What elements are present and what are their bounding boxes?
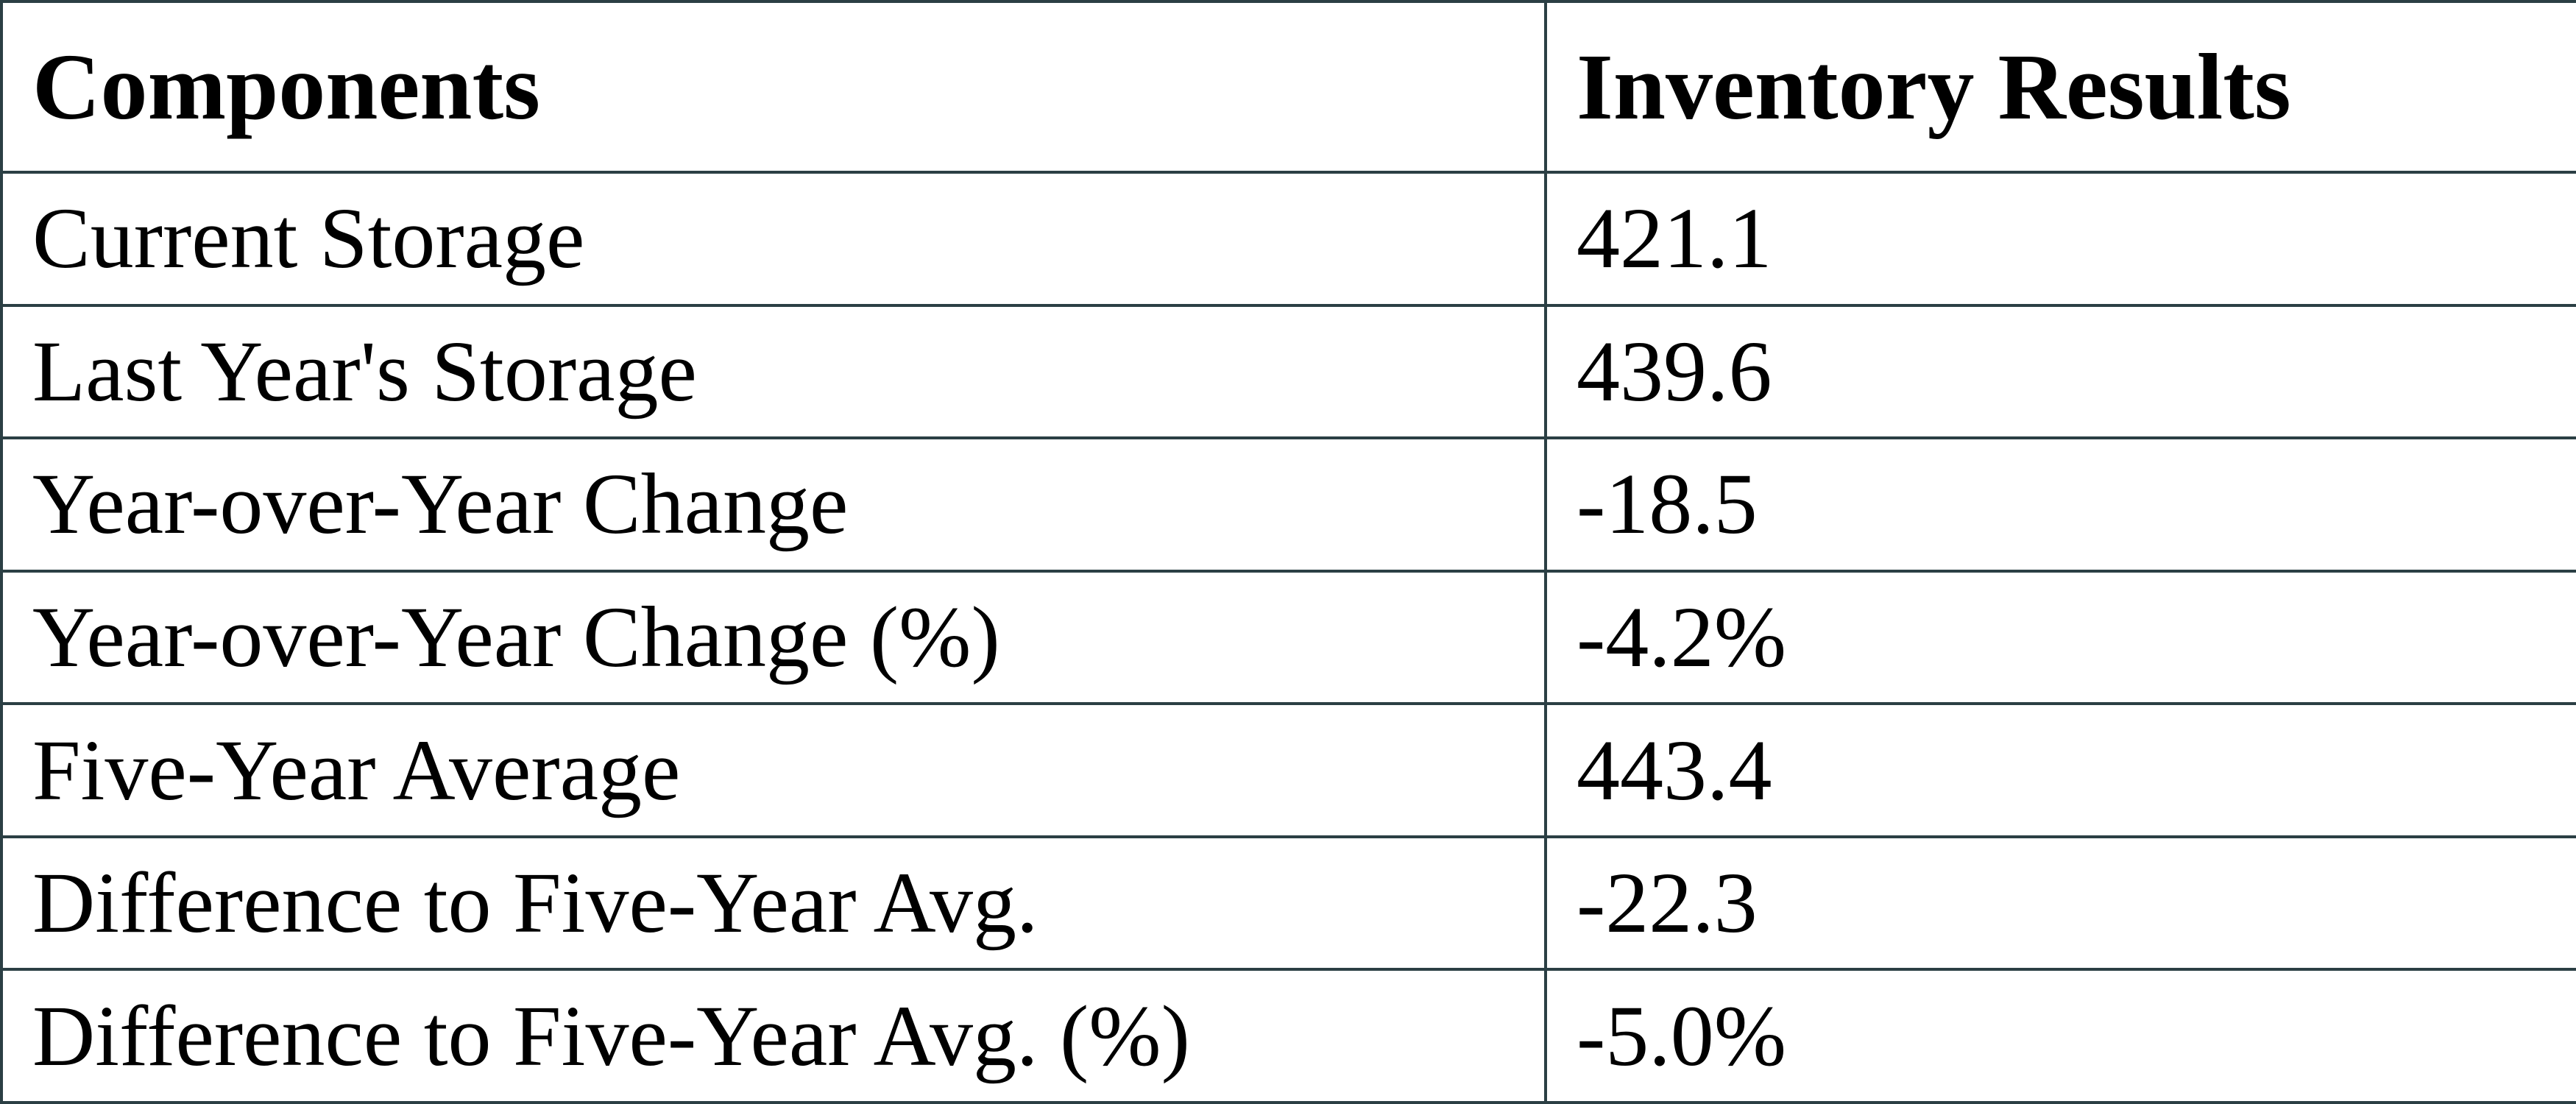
component-cell: Year-over-Year Change (%) [0,569,1547,706]
table-row: Current Storage 421.1 [0,171,2576,307]
header-row: Components Inventory Results [0,0,2576,174]
component-cell: Difference to Five-Year Avg. (%) [0,968,1547,1104]
table-row: Last Year's Storage 439.6 [0,303,2576,440]
component-cell: Five-Year Average [0,702,1547,838]
result-cell: -22.3 [1544,835,2576,972]
result-cell: 439.6 [1544,303,2576,440]
header-cell: Inventory Results [1544,0,2576,174]
component-cell: Year-over-Year Change [0,436,1547,573]
table-row: Year-over-Year Change -18.5 [0,436,2576,573]
table-row: Difference to Five-Year Avg. (%) -5.0% [0,968,2576,1104]
table-row: Year-over-Year Change (%) -4.2% [0,569,2576,706]
result-cell: -18.5 [1544,436,2576,573]
result-cell: 421.1 [1544,171,2576,307]
table-header: Components Inventory Results [0,0,2576,174]
result-cell: -5.0% [1544,968,2576,1104]
result-cell: -4.2% [1544,569,2576,706]
result-cell: 443.4 [1544,702,2576,838]
component-cell: Last Year's Storage [0,303,1547,440]
table-row: Difference to Five-Year Avg. -22.3 [0,835,2576,972]
header-cell: Components [0,0,1547,174]
table-body: Current Storage 421.1 Last Year's Storage 4… [0,171,2576,1104]
component-cell: Difference to Five-Year Avg. [0,835,1547,972]
component-cell: Current Storage [0,171,1547,307]
table-row: Five-Year Average 443.4 [0,702,2576,838]
